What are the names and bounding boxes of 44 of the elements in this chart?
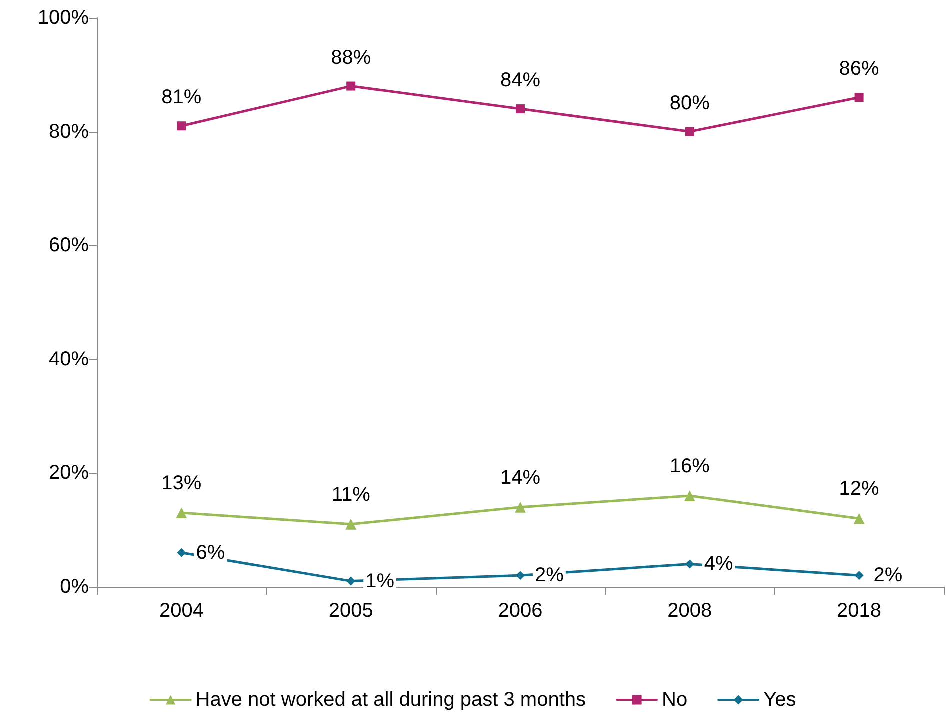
data-label: 4% bbox=[704, 553, 734, 576]
data-label: 86% bbox=[839, 58, 880, 80]
point bbox=[854, 93, 864, 102]
point bbox=[177, 548, 186, 558]
legend-label: Yes bbox=[764, 689, 796, 711]
point bbox=[346, 82, 356, 91]
x-tick-label: 2004 bbox=[159, 600, 204, 622]
point bbox=[516, 104, 525, 114]
y-tick-label: 80% bbox=[48, 120, 90, 143]
data-label: 80% bbox=[670, 92, 710, 114]
data-label: 14% bbox=[500, 466, 541, 489]
point bbox=[685, 560, 694, 569]
x-tick-label: 2006 bbox=[498, 600, 543, 622]
point bbox=[684, 490, 696, 502]
point bbox=[346, 576, 356, 586]
y-tick-label: 40% bbox=[48, 348, 90, 370]
y-tick-label: 100% bbox=[38, 7, 90, 29]
point bbox=[685, 127, 694, 136]
x-tick-label: 2018 bbox=[837, 600, 882, 622]
data-label: 11% bbox=[332, 484, 371, 506]
x-tick-label: 2005 bbox=[328, 600, 374, 622]
data-label: 1% bbox=[366, 570, 395, 592]
data-label: 13% bbox=[162, 472, 202, 495]
point bbox=[854, 571, 864, 580]
data-label: 16% bbox=[670, 455, 710, 478]
data-label: 2% bbox=[535, 564, 564, 587]
legend-label: No bbox=[662, 689, 688, 711]
legend-label: Have not worked at all during past 3 months bbox=[196, 689, 586, 711]
x-tick-label: 2008 bbox=[668, 600, 712, 622]
point bbox=[176, 508, 188, 519]
y-tick-label: 60% bbox=[48, 234, 90, 257]
point bbox=[346, 518, 357, 530]
y-tick-label: 0% bbox=[60, 576, 90, 598]
data-label: 81% bbox=[162, 86, 202, 109]
data-label: 12% bbox=[839, 478, 880, 500]
data-label: 88% bbox=[331, 46, 372, 69]
point bbox=[516, 571, 525, 580]
data-label: 6% bbox=[196, 542, 226, 564]
point bbox=[854, 513, 865, 524]
data-label: 84% bbox=[500, 70, 541, 92]
point bbox=[177, 122, 186, 131]
data-label: 2% bbox=[874, 564, 903, 587]
y-tick-label: 20% bbox=[48, 462, 90, 484]
point bbox=[515, 502, 526, 513]
